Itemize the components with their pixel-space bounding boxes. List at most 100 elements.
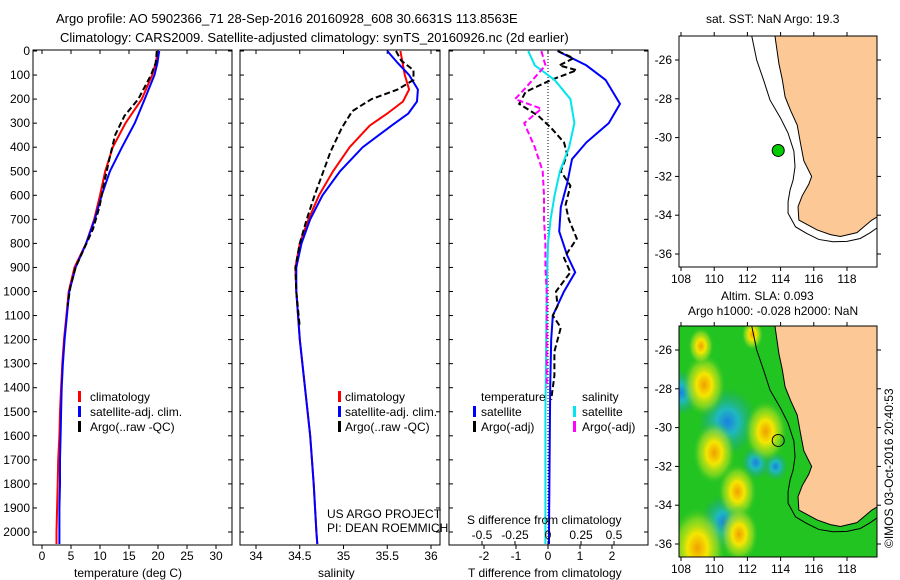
series-line-satellite-adj-clim- [58, 50, 161, 544]
lon-tick-label: 114 [771, 272, 790, 286]
lat-tick-label: -32 [655, 169, 673, 183]
difference-legend: temperature salinity satellite Argo(-adj… [473, 390, 635, 434]
land-polygon [774, 36, 877, 238]
legend-label: satellite-adj. clim. [345, 405, 437, 419]
depth-tick-label: 500 [10, 164, 30, 178]
legend-header-temperature: temperature [481, 390, 546, 404]
depth-tick-label: 600 [10, 188, 30, 202]
lon-tick-label: 118 [837, 562, 856, 576]
depth-tick-label: 900 [10, 260, 30, 274]
legend-header-salinity: salinity [582, 390, 619, 404]
lat-tick-label: -30 [655, 421, 673, 435]
x-tick-label: 10 [93, 549, 107, 563]
legend-label: satellite [481, 405, 522, 419]
sla-high-feature [682, 352, 727, 417]
depth-tick-label: 2000 [3, 525, 30, 539]
depth-tick-label: 1600 [3, 429, 30, 443]
depth-tick-label: 400 [10, 140, 30, 154]
sla-high-feature [717, 462, 758, 521]
isobath-line [751, 326, 877, 533]
series-line-salinity-argo-adj- [513, 50, 548, 388]
depth-tick-label: 1700 [3, 453, 30, 467]
project-annotation: US ARGO PROJECT [327, 507, 442, 521]
depth-tick-label: 1300 [3, 357, 30, 371]
legend-label: climatology [90, 390, 150, 404]
x-tick-label: 35 [337, 549, 351, 563]
salinity-plot: 34 34.5 35 35.5 36 [240, 50, 440, 563]
land-polygon [774, 326, 877, 528]
map-content [751, 36, 877, 243]
lon-tick-label: 118 [837, 272, 856, 286]
sla-map-title-line1: Altim. SLA: 0.093 [721, 289, 814, 303]
lat-tick-label: -26 [655, 343, 673, 357]
lon-tick-label: 114 [771, 562, 790, 576]
lat-tick-label: -28 [655, 382, 673, 396]
lon-tick-label: 112 [738, 272, 757, 286]
series-line-climatology [55, 50, 159, 544]
difference-xlabel-top: S difference from climatology [467, 513, 622, 527]
sla-high-feature [692, 420, 737, 485]
map-frame [678, 35, 878, 268]
lon-tick-label: 108 [671, 272, 691, 286]
imos-credit: ©IMOS 03-Oct-2016 20:40:53 [882, 388, 896, 548]
argo-position-marker [771, 143, 785, 157]
depth-tick-label: 800 [10, 236, 30, 250]
salinity-xlabel: salinity [318, 566, 355, 580]
depth-tick-label: 0 [23, 44, 30, 58]
series-line-argo-raw-qc- [294, 50, 415, 328]
sla-map-title-line2: Argo h1000: -0.028 h2000: NaN [688, 304, 858, 318]
sla-high-feature [687, 326, 715, 366]
x-tick-label: 34 [249, 549, 263, 563]
temperature-xlabel: temperature (deg C) [74, 566, 182, 580]
legend-label: Argo(..raw -QC) [90, 420, 175, 434]
x-tick-label: 35.5 [376, 549, 400, 563]
temperature-panel-frame [32, 49, 233, 546]
s-x-tick-label: -0.5 [472, 528, 493, 542]
difference-plot: -2 -1 0 1 2 -0.5 -0.25 0 0.25 0.5 [449, 50, 648, 563]
map-content [679, 326, 877, 557]
lat-tick-label: -26 [655, 53, 673, 67]
lon-tick-label: 110 [705, 272, 724, 286]
figure-title-line2: Climatology: CARS2009. Satellite-adjuste… [60, 30, 569, 45]
lon-tick-label: 110 [705, 562, 724, 576]
series-line-argo-raw-qc- [66, 50, 158, 307]
lat-tick-label: -30 [655, 131, 673, 145]
pi-annotation: PI: DEAN ROEMMICH [327, 521, 448, 535]
isobath-line [751, 36, 877, 243]
argo-position-marker [771, 433, 785, 447]
depth-tick-label: 1900 [3, 501, 30, 515]
s-x-tick-label: -0.25 [501, 528, 529, 542]
depth-tick-label: 1000 [3, 285, 30, 299]
x-tick-label: 34.5 [288, 549, 312, 563]
x-tick-label: 36 [424, 549, 438, 563]
legend-label: Argo(-adj) [582, 420, 635, 434]
legend-label: satellite [582, 405, 623, 419]
series-line-temperature-argo-adj- [517, 50, 581, 400]
figure-title-line1: Argo profile: AO 5902366_71 28-Sep-2016 … [56, 11, 518, 26]
x-tick-label: 0 [545, 549, 552, 563]
temperature-plot: 0100200300400500600700800900100011001200… [3, 44, 232, 563]
temperature-legend: climatology satellite-adj. clim. Argo(..… [78, 390, 182, 434]
legend-label: Argo(..raw -QC) [345, 420, 430, 434]
x-tick-label: 25 [180, 549, 194, 563]
x-tick-label: 1 [577, 549, 584, 563]
s-x-tick-label: 0.5 [606, 528, 623, 542]
salinity-panel-frame [239, 49, 441, 546]
sla-high-feature [741, 326, 764, 351]
lon-tick-label: 112 [738, 562, 757, 576]
sla-map: 108 110 112 114 116 118 -26 -28 -30 -32 -34 -36 [655, 322, 881, 576]
sst-map: 108 110 112 114 116 118 -26 -28 -30 -32 -34 -36 [655, 32, 881, 286]
x-tick-label: 15 [122, 549, 136, 563]
sst-map-title: sat. SST: NaN Argo: 19.3 [706, 12, 840, 26]
series-group [294, 50, 419, 545]
x-tick-label: 5 [68, 549, 75, 563]
depth-tick-label: 1800 [3, 477, 30, 491]
s-x-tick-label: 0 [545, 528, 552, 542]
legend-label: satellite-adj. clim. [90, 405, 182, 419]
legend-swatch-climatology [78, 391, 81, 402]
legend-label: Argo(-adj) [481, 420, 534, 434]
x-tick-label: 0 [39, 549, 46, 563]
x-tick-label: 2 [609, 549, 616, 563]
lat-tick-label: -32 [655, 459, 673, 473]
